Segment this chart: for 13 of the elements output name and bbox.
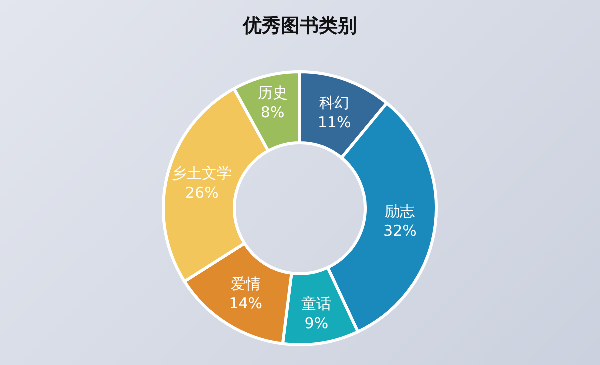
data-label: 26% (185, 184, 219, 202)
data-label: 9% (304, 314, 329, 333)
slice-label: 科幻 (320, 94, 350, 112)
data-label: 32% (384, 222, 417, 240)
slice-label: 童话 (302, 295, 332, 314)
chart-title: 优秀图书类别 (242, 15, 357, 38)
slice-label: 乡土文学 (172, 164, 232, 183)
data-label: 8% (260, 103, 285, 122)
slice-label: 励志 (385, 202, 416, 220)
slice-label: 历史 (258, 84, 288, 102)
slice-label: 爱情 (230, 275, 261, 294)
data-label: 14% (229, 294, 263, 313)
data-label: 11% (318, 113, 352, 132)
